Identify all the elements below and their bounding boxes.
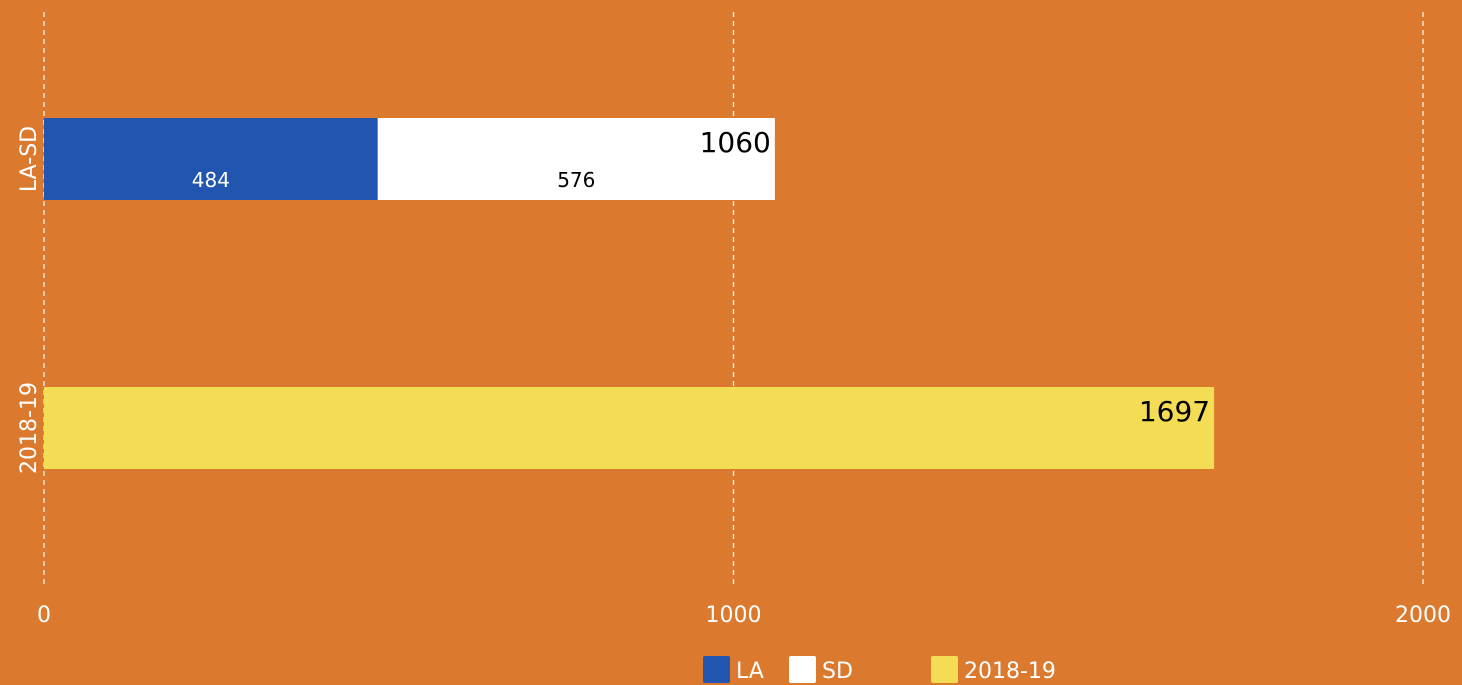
bar-la bbox=[44, 118, 378, 200]
segment-value-label: 484 bbox=[192, 168, 230, 192]
total-value-label: 1697 bbox=[1139, 395, 1210, 428]
bar-2018-19 bbox=[44, 387, 1215, 469]
x-tick-label: 0 bbox=[37, 603, 51, 628]
segment-value-label: 576 bbox=[557, 168, 595, 192]
total-value-label: 1060 bbox=[700, 126, 771, 159]
data-labels: 484 576 1060 1697 bbox=[192, 126, 1210, 428]
legend-swatch bbox=[703, 656, 730, 683]
legend-swatch bbox=[931, 656, 958, 683]
bar-sd bbox=[377, 118, 775, 200]
x-tick-label: 1000 bbox=[706, 603, 762, 628]
grid-lines bbox=[43, 12, 1424, 588]
category-label: 2018-19 bbox=[17, 382, 42, 474]
legend-label: 2018-19 bbox=[964, 659, 1056, 684]
legend-label: LA bbox=[736, 659, 764, 684]
category-label: LA-SD bbox=[17, 126, 42, 192]
category-axis: LA-SD 2018-19 bbox=[17, 126, 42, 474]
legend-label: SD bbox=[822, 659, 853, 684]
bars bbox=[44, 118, 1215, 469]
legend: LA SD 2018-19 bbox=[703, 656, 1056, 684]
x-axis: 0 1000 2000 bbox=[37, 603, 1451, 628]
x-tick-label: 2000 bbox=[1395, 603, 1451, 628]
legend-swatch bbox=[789, 656, 816, 683]
